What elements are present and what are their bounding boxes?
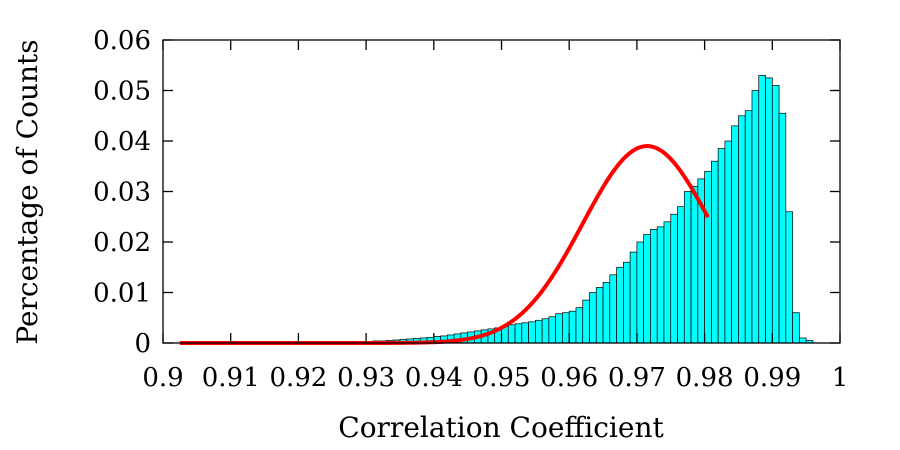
- histogram-bar: [609, 274, 617, 344]
- histogram-bar: [528, 321, 536, 344]
- histogram-bar: [629, 251, 638, 344]
- histogram-bar: [792, 312, 800, 344]
- histogram-bar: [589, 292, 597, 344]
- x-axis-label: Correlation Coefficient: [338, 411, 664, 444]
- histogram-bar: [595, 287, 604, 344]
- histogram-bar: [656, 226, 665, 344]
- histogram-bar: [690, 186, 699, 344]
- histogram-bar: [758, 74, 766, 344]
- histogram-bar: [731, 125, 739, 344]
- histogram-bar: [541, 318, 550, 344]
- y-tick-label: 0.06: [93, 26, 151, 56]
- histogram-bar: [568, 310, 577, 344]
- histogram-bar: [575, 307, 584, 344]
- y-tick-label: 0.01: [93, 279, 151, 309]
- histogram-bar: [778, 112, 787, 344]
- x-tick-label: 0.96: [540, 363, 598, 393]
- histogram-bar: [711, 160, 719, 344]
- x-axis-ticks: 0.9 0.91 0.92 0.93 0.94 0.95 0.96 0.97 0.98 0.99 1: [142, 40, 848, 393]
- histogram-bar: [738, 115, 746, 344]
- histogram-bar: [623, 261, 631, 344]
- x-tick-label: 0.95: [473, 363, 531, 393]
- y-tick-label: 0.02: [93, 228, 151, 258]
- histogram-bar: [785, 211, 793, 344]
- x-tick-label: 1: [832, 363, 849, 393]
- histogram-bar: [771, 85, 780, 344]
- histogram-bar: [751, 90, 760, 344]
- histogram-bar: [548, 316, 557, 344]
- x-tick-label: 0.9: [142, 363, 183, 393]
- y-tick-label: 0: [134, 329, 151, 359]
- x-tick-label: 0.93: [337, 363, 395, 393]
- histogram-bar: [582, 299, 590, 344]
- histogram-bar: [717, 148, 726, 344]
- histogram-bar: [534, 319, 543, 344]
- histogram-bar: [602, 282, 611, 344]
- x-tick-label: 0.91: [202, 363, 260, 393]
- histogram-bar: [616, 266, 624, 344]
- histogram-bar: [555, 313, 563, 344]
- histogram-bar: [650, 229, 658, 344]
- histogram-bar: [663, 221, 672, 344]
- histogram-bar: [521, 322, 529, 344]
- x-tick-label: 0.99: [743, 363, 801, 393]
- y-tick-label: 0.05: [93, 77, 151, 107]
- histogram-bar: [507, 324, 516, 344]
- histogram-bar: [683, 191, 692, 344]
- histogram-bars: [365, 74, 814, 344]
- histogram-bar: [744, 110, 753, 344]
- y-tick-label: 0.03: [93, 178, 151, 208]
- histogram-bar: [514, 323, 523, 344]
- histogram-bar: [799, 337, 807, 344]
- histogram-bar: [765, 77, 773, 344]
- x-tick-label: 0.98: [676, 363, 734, 393]
- x-tick-label: 0.92: [269, 363, 327, 393]
- y-axis-ticks: 0 0.01 0.02 0.03 0.04 0.05 0.06: [93, 26, 840, 359]
- x-tick-label: 0.97: [608, 363, 666, 393]
- x-tick-label: 0.94: [405, 363, 463, 393]
- histogram-bar: [643, 234, 651, 344]
- histogram-bar: [670, 213, 678, 344]
- y-tick-label: 0.04: [93, 127, 151, 157]
- y-axis-label: Percentage of Counts: [11, 39, 44, 344]
- histogram-bar: [636, 241, 645, 344]
- histogram-bar: [562, 312, 570, 344]
- histogram-bar: [677, 206, 685, 344]
- histogram-bar: [704, 170, 712, 344]
- histogram-bar: [724, 140, 733, 344]
